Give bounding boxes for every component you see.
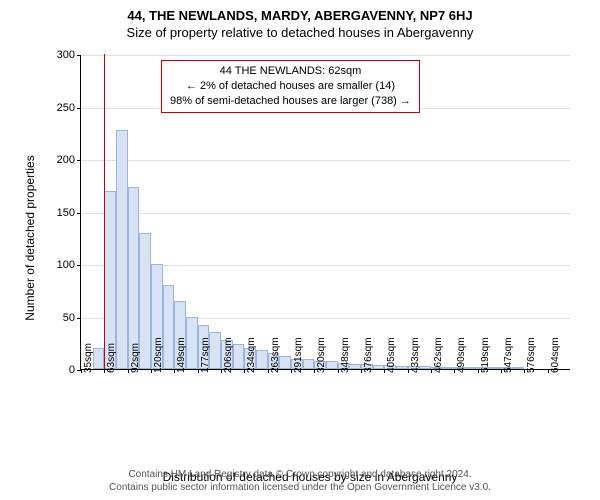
reference-line bbox=[104, 54, 105, 369]
plot-area: 05010015020025030035sqm63sqm92sqm120sqm1… bbox=[80, 55, 570, 370]
histogram-bar bbox=[489, 367, 501, 369]
xtick-mark bbox=[431, 369, 432, 373]
histogram-bar bbox=[163, 285, 175, 369]
title-address: 44, THE NEWLANDS, MARDY, ABERGAVENNY, NP… bbox=[0, 8, 600, 23]
histogram-bar bbox=[116, 130, 128, 369]
ytick-mark bbox=[77, 265, 81, 266]
xtick-label: 433sqm bbox=[410, 337, 421, 373]
histogram-bar bbox=[443, 367, 455, 369]
annotation-line2: ← 2% of detached houses are smaller (14) bbox=[170, 79, 411, 94]
y-axis-label: Number of detached properties bbox=[23, 155, 37, 320]
xtick-mark bbox=[291, 369, 292, 373]
ytick-label: 250 bbox=[57, 102, 75, 114]
footer: Contains HM Land Registry data © Crown c… bbox=[0, 468, 600, 494]
gridline bbox=[81, 160, 570, 161]
xtick-mark bbox=[478, 369, 479, 373]
ytick-label: 50 bbox=[63, 312, 75, 324]
xtick-label: 149sqm bbox=[176, 337, 187, 373]
ytick-label: 300 bbox=[57, 49, 75, 61]
xtick-label: 63sqm bbox=[106, 343, 117, 373]
xtick-mark bbox=[221, 369, 222, 373]
xtick-mark bbox=[338, 369, 339, 373]
footer-line2: Contains public sector information licen… bbox=[0, 481, 600, 494]
gridline bbox=[81, 55, 570, 56]
annotation-line3: 98% of semi-detached houses are larger (… bbox=[170, 94, 411, 109]
ytick-label: 150 bbox=[57, 207, 75, 219]
histogram-bar bbox=[209, 332, 221, 369]
xtick-mark bbox=[198, 369, 199, 373]
xtick-mark bbox=[501, 369, 502, 373]
histogram-bar bbox=[233, 344, 245, 369]
histogram-bar bbox=[256, 350, 268, 369]
footer-line1: Contains HM Land Registry data © Crown c… bbox=[0, 468, 600, 481]
histogram-bar bbox=[128, 187, 140, 369]
histogram-bar bbox=[373, 365, 385, 369]
chart: Number of detached properties 0501001502… bbox=[50, 55, 570, 420]
histogram-bar bbox=[466, 367, 478, 369]
xtick-label: 120sqm bbox=[153, 337, 164, 373]
histogram-bar bbox=[419, 366, 431, 369]
annotation-box: 44 THE NEWLANDS: 62sqm ← 2% of detached … bbox=[161, 60, 420, 113]
xtick-label: 604sqm bbox=[550, 337, 561, 373]
xtick-mark bbox=[361, 369, 362, 373]
xtick-label: 35sqm bbox=[83, 343, 94, 373]
xtick-mark bbox=[408, 369, 409, 373]
xtick-mark bbox=[128, 369, 129, 373]
histogram-bar bbox=[396, 366, 408, 369]
xtick-label: 405sqm bbox=[386, 337, 397, 373]
xtick-label: 206sqm bbox=[223, 337, 234, 373]
title-subtitle: Size of property relative to detached ho… bbox=[0, 25, 600, 40]
title-block: 44, THE NEWLANDS, MARDY, ABERGAVENNY, NP… bbox=[0, 0, 600, 40]
xtick-mark bbox=[548, 369, 549, 373]
ytick-mark bbox=[77, 160, 81, 161]
ytick-label: 200 bbox=[57, 154, 75, 166]
ytick-mark bbox=[77, 108, 81, 109]
ytick-mark bbox=[77, 55, 81, 56]
xtick-label: 547sqm bbox=[503, 337, 514, 373]
histogram-bar bbox=[186, 317, 198, 370]
histogram-bar bbox=[326, 361, 338, 369]
xtick-label: 462sqm bbox=[433, 337, 444, 373]
xtick-label: 234sqm bbox=[246, 337, 257, 373]
gridline bbox=[81, 213, 570, 214]
xtick-label: 263sqm bbox=[270, 337, 281, 373]
xtick-label: 576sqm bbox=[526, 337, 537, 373]
histogram-bar bbox=[513, 367, 525, 369]
xtick-label: 490sqm bbox=[456, 337, 467, 373]
xtick-mark bbox=[81, 369, 82, 373]
ytick-label: 100 bbox=[57, 259, 75, 271]
xtick-label: 376sqm bbox=[363, 337, 374, 373]
ytick-mark bbox=[77, 318, 81, 319]
ytick-mark bbox=[77, 213, 81, 214]
xtick-label: 291sqm bbox=[293, 337, 304, 373]
histogram-bar bbox=[349, 364, 361, 369]
xtick-mark bbox=[151, 369, 152, 373]
xtick-label: 348sqm bbox=[340, 337, 351, 373]
annotation-line1: 44 THE NEWLANDS: 62sqm bbox=[170, 64, 411, 79]
histogram-bar bbox=[279, 356, 291, 369]
xtick-label: 320sqm bbox=[316, 337, 327, 373]
histogram-bar bbox=[303, 359, 315, 370]
xtick-label: 92sqm bbox=[130, 343, 141, 373]
xtick-label: 177sqm bbox=[200, 337, 211, 373]
xtick-label: 519sqm bbox=[480, 337, 491, 373]
ytick-label: 0 bbox=[69, 364, 75, 376]
histogram-bar bbox=[93, 348, 105, 369]
histogram-bar bbox=[139, 233, 151, 370]
xtick-mark bbox=[268, 369, 269, 373]
